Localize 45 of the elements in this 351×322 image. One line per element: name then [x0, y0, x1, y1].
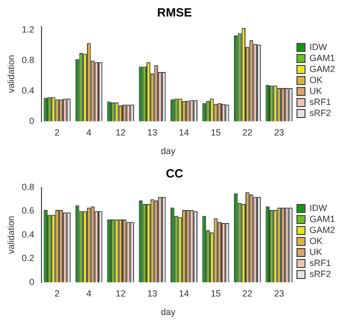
x-tick-label: 4 — [86, 127, 92, 138]
chart-title: RMSE — [157, 6, 192, 20]
y-tick-label: 0 — [29, 276, 34, 287]
x-tick-label: 4 — [86, 288, 92, 298]
x-tick-label: 2 — [54, 127, 60, 138]
y-tick-label: 0.6 — [22, 206, 34, 216]
legend-label: UK — [309, 86, 322, 96]
y-tick-label: 0.8 — [22, 55, 34, 66]
chart-title: CC — [166, 166, 184, 181]
legend-label: OK — [309, 236, 323, 246]
legend-label: GAM2 — [309, 224, 336, 235]
x-axis-title: day — [160, 307, 176, 318]
y-tick-label: 1.2 — [22, 24, 34, 35]
x-tick-label: 13 — [147, 288, 158, 298]
x-tick-label: 23 — [274, 127, 284, 138]
legend-label: OK — [309, 74, 323, 85]
legend-label: IDW — [309, 202, 328, 213]
y-tick-label: 0 — [29, 116, 34, 126]
legend-label: GAM1 — [309, 52, 336, 63]
x-tick-label: 22 — [242, 288, 252, 298]
legend-label: sRF1 — [309, 258, 332, 268]
x-tick-label: 15 — [210, 288, 221, 298]
legend-label: sRF2 — [309, 108, 332, 118]
legend-label: IDW — [309, 42, 328, 52]
x-tick-label: 13 — [147, 127, 158, 138]
legend-label: sRF1 — [309, 96, 332, 107]
legend-label: GAM1 — [309, 214, 336, 224]
y-tick-label: 0.2 — [22, 253, 34, 264]
x-tick-label: 15 — [210, 127, 221, 138]
legend-label: UK — [309, 246, 322, 257]
x-tick-label: 14 — [179, 127, 190, 138]
x-axis-title: day — [160, 146, 176, 156]
x-tick-label: 14 — [179, 288, 190, 298]
legend-label: sRF2 — [309, 268, 332, 279]
x-tick-label: 23 — [274, 288, 284, 298]
y-tick-label: 0.8 — [22, 182, 34, 192]
y-tick-label: 0.4 — [22, 85, 34, 96]
x-tick-label: 12 — [116, 288, 126, 298]
y-axis-title: validation — [6, 216, 16, 254]
x-tick-label: 12 — [116, 127, 126, 138]
y-axis-title: validation — [6, 54, 16, 93]
y-tick-label: 0.4 — [22, 229, 34, 240]
x-tick-label: 2 — [54, 288, 60, 298]
x-tick-label: 22 — [242, 127, 252, 138]
legend-label: GAM2 — [309, 64, 336, 74]
